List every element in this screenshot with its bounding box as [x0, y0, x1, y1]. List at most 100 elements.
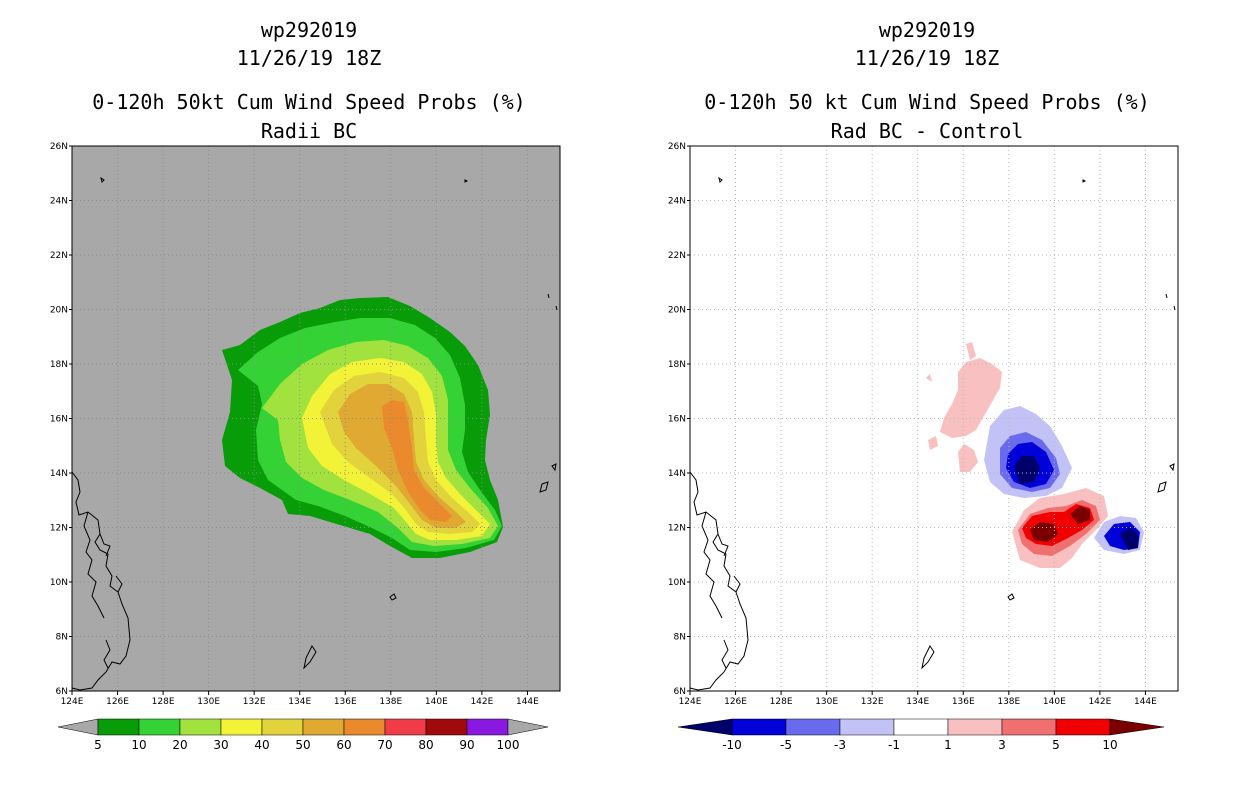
diff-contour-2 — [926, 374, 932, 382]
lat-label: 8N — [674, 633, 686, 643]
colorbar-segment — [1055, 718, 1111, 736]
lat-label: 16N — [50, 415, 68, 425]
lat-label: 20N — [668, 306, 686, 316]
colorbar-segment — [343, 718, 386, 736]
colorbar-label: 5 — [94, 738, 102, 752]
lon-label: 132E — [243, 697, 266, 707]
colorbar-label: 100 — [497, 738, 520, 752]
lon-label: 132E — [861, 697, 884, 707]
colorbar-segment — [425, 718, 468, 736]
subtitle: Rad BC - Control — [830, 119, 1024, 143]
diff-contour-12 — [1030, 522, 1058, 542]
colorbar-label: 80 — [418, 738, 433, 752]
colorbar-segment — [947, 718, 1003, 736]
coastline — [721, 639, 729, 669]
lon-label: 134E — [288, 697, 311, 707]
colorbar-low-arrow — [57, 718, 99, 736]
lon-label: 136E — [334, 697, 357, 707]
coastline — [99, 533, 111, 557]
lat-label: 22N — [50, 251, 68, 261]
colorbar-label: 5 — [1052, 738, 1060, 752]
colorbar-high-arrow — [507, 718, 549, 736]
colorbar-segment — [893, 718, 949, 736]
lat-label: 18N — [668, 360, 686, 370]
colorbar-segment — [302, 718, 345, 736]
colorbar-label: 70 — [377, 738, 392, 752]
diff-contour-3 — [928, 436, 938, 450]
lat-label: 26N — [50, 142, 68, 152]
lat-label: 16N — [668, 415, 686, 425]
lat-label: 20N — [50, 306, 68, 316]
lon-label: 130E — [815, 697, 838, 707]
lat-label: 12N — [668, 524, 686, 534]
coastline — [701, 511, 723, 619]
colorbar-label: 3 — [998, 738, 1006, 752]
lat-label: 14N — [50, 469, 68, 479]
datetime: 11/26/19 18Z — [236, 46, 382, 70]
diff-contour-8 — [1014, 456, 1040, 484]
colorbar-label: 60 — [336, 738, 351, 752]
lat-label: 26N — [668, 142, 686, 152]
product-title: 0-120h 50kt Cum Wind Speed Probs (%) — [92, 90, 526, 114]
colorbar-label: 30 — [213, 738, 228, 752]
colorbar-label: 90 — [459, 738, 474, 752]
coastline — [389, 593, 397, 601]
lat-label: 8N — [56, 633, 68, 643]
colorbar-label: -10 — [722, 738, 742, 752]
coastline — [921, 645, 935, 670]
lon-label: 142E — [470, 697, 493, 707]
coastline — [1169, 463, 1175, 472]
product-title: 0-120h 50 kt Cum Wind Speed Probs (%) — [704, 90, 1150, 114]
storm-id: wp292019 — [260, 18, 358, 42]
lon-label: 142E — [1088, 697, 1111, 707]
colorbar-segment — [261, 718, 304, 736]
coastline — [1082, 179, 1087, 183]
colorbar-label: 50 — [295, 738, 310, 752]
lon-label: 128E — [770, 697, 793, 707]
prob-contour-6 — [382, 400, 452, 522]
lon-label: 128E — [152, 697, 175, 707]
colorbar-segment — [220, 718, 263, 736]
coastline — [718, 176, 723, 183]
lon-label: 124E — [61, 697, 84, 707]
coastline — [1007, 593, 1015, 601]
difference-map: 124E 126E 128E 130E 132E 134E 136E 138E 140E 142E… — [668, 142, 1179, 752]
coastline — [100, 176, 105, 183]
colorbar-label: 20 — [172, 738, 187, 752]
lat-label: 6N — [56, 687, 68, 697]
colorbar-segment — [179, 718, 222, 736]
diff-contour-16 — [1120, 528, 1138, 550]
colorbar-segment — [466, 718, 509, 736]
colorbar-label: -5 — [780, 738, 792, 752]
lat-label: 6N — [674, 687, 686, 697]
coastline — [83, 511, 105, 619]
right-panel: wp292019 11/26/19 18Z 0-120h 50 kt Cum W… — [618, 0, 1236, 800]
lat-label: 18N — [50, 360, 68, 370]
colorbar-label: 10 — [1102, 738, 1117, 752]
left-panel: wp292019 11/26/19 18Z 0-120h 50kt Cum Wi… — [50, 18, 561, 752]
lon-label: 124E — [679, 697, 702, 707]
colorbar-high-arrow — [1109, 718, 1165, 736]
colorbar-label: -1 — [888, 738, 900, 752]
coastline — [1157, 481, 1167, 493]
colorbar-label: -3 — [834, 738, 846, 752]
coastline — [103, 639, 111, 669]
diff-contour-13 — [1070, 506, 1090, 524]
lat-label: 10N — [668, 578, 686, 588]
lat-label: 12N — [50, 524, 68, 534]
coastline — [1165, 293, 1176, 311]
lon-label: 140E — [425, 697, 448, 707]
storm-id: wp292019 — [878, 18, 976, 42]
colorbar-segment — [1001, 718, 1057, 736]
lon-label: 144E — [1134, 697, 1157, 707]
coastline — [303, 645, 317, 670]
coastline — [464, 179, 469, 183]
lat-label: 22N — [668, 251, 686, 261]
lat-label: 14N — [668, 469, 686, 479]
lon-label: 136E — [952, 697, 975, 707]
colorbar-segment — [785, 718, 841, 736]
colorbar-label: 40 — [254, 738, 269, 752]
coastline — [717, 533, 729, 557]
lon-label: 138E — [379, 697, 402, 707]
colorbar-segment — [731, 718, 787, 736]
